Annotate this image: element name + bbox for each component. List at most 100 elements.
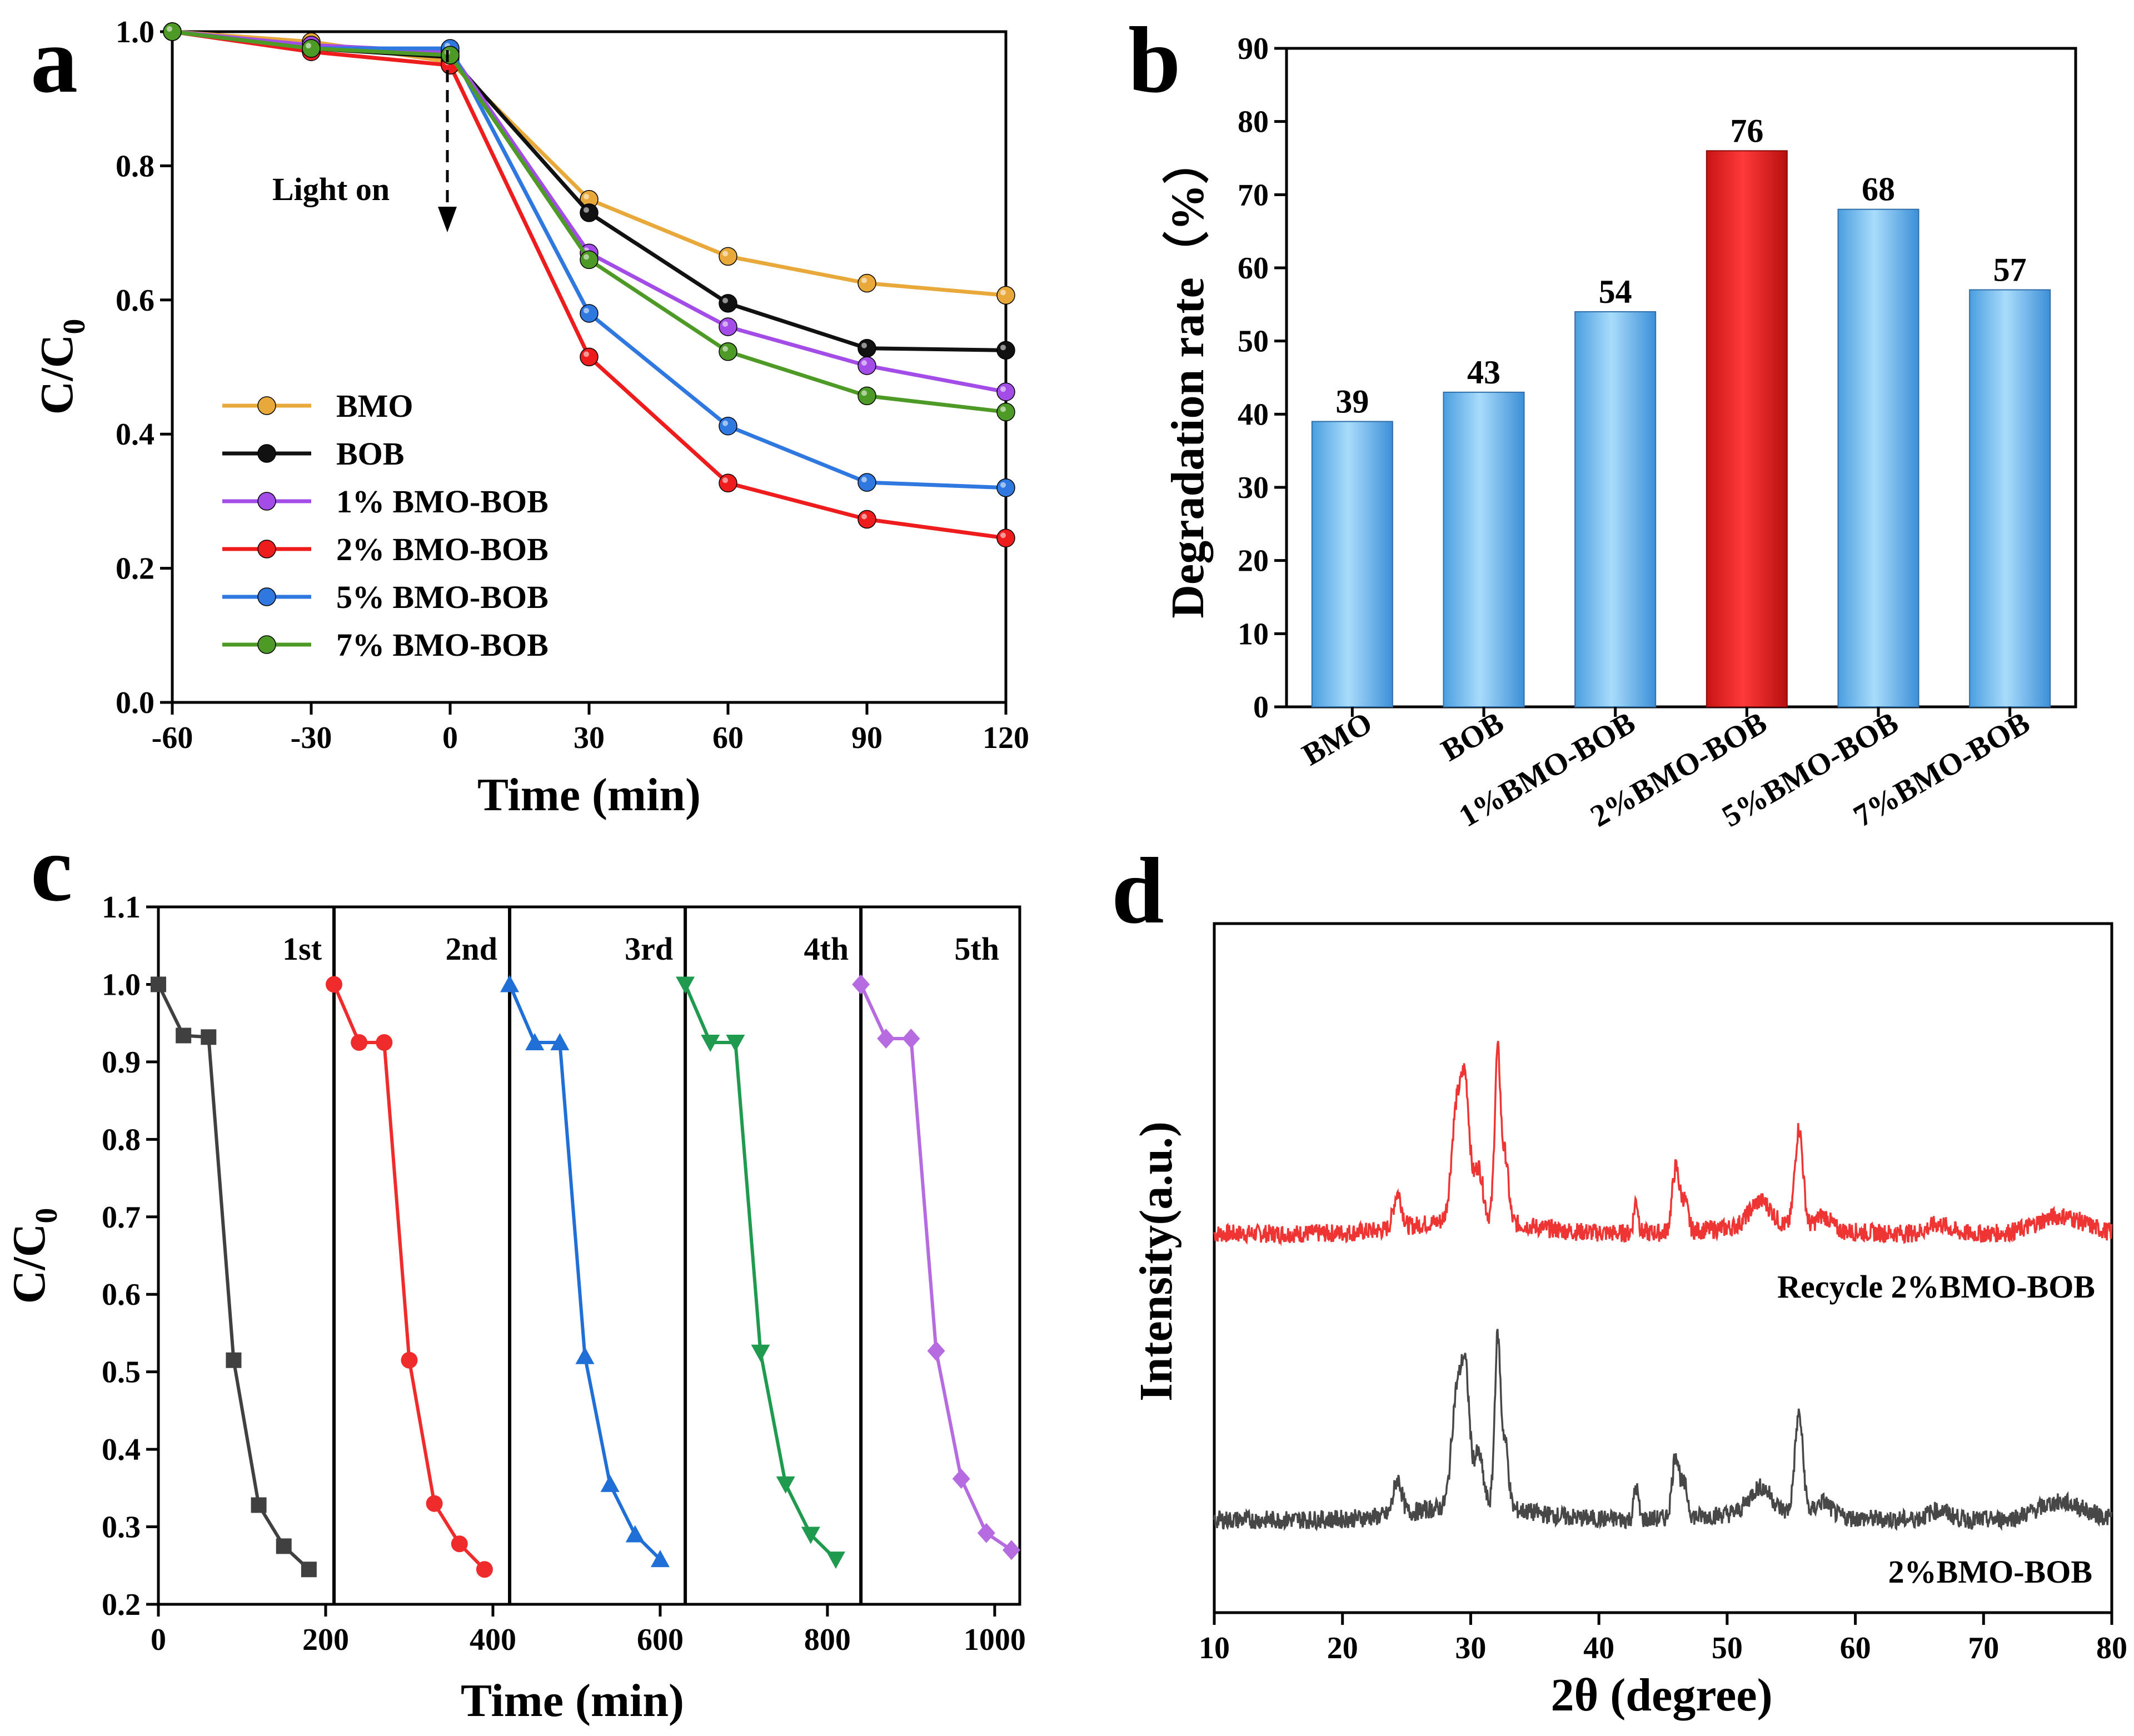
y-tick-label: 60 <box>1238 251 1269 286</box>
panel-b-y-axis: 0 10 20 30 40 50 60 70 80 90 <box>1238 32 1287 725</box>
xrd-label-recycle: Recycle 2%BMO-BOB <box>1777 1269 2095 1305</box>
cycle-label-4th: 4th <box>804 931 849 967</box>
data-point-highlight <box>722 321 728 327</box>
data-point <box>996 341 1015 360</box>
data-point <box>726 1035 745 1052</box>
y-tick-label: 0.6 <box>116 283 154 318</box>
cycle-1st <box>151 976 317 1578</box>
legend-item-1pct-bmo-bob: 1% BMO-BOB <box>222 483 549 520</box>
data-point-highlight <box>584 351 589 357</box>
panel-b-bars: 39 43 54 76 68 57 <box>1311 112 2051 708</box>
panel-a-y-axis: 0.0 0.2 0.4 0.6 0.8 1.0 <box>116 15 172 720</box>
data-point <box>441 46 460 64</box>
x-tick-label: 120 <box>983 721 1029 755</box>
data-point-highlight <box>722 297 728 303</box>
cycle-label-5th: 5th <box>954 931 999 967</box>
panel-c-x-label: Time (min) <box>461 1675 684 1727</box>
data-point-highlight <box>1000 406 1006 412</box>
panel-d-y-label: Intensity(a.u.) <box>1130 1121 1182 1401</box>
panel-a-line-chart: a 0.0 0.2 0.4 0.6 0.8 1.0 -60 -30 0 30 60 90 120 Li… <box>31 8 1029 821</box>
x-tick-label: 80 <box>2096 1631 2127 1665</box>
data-point-highlight <box>306 43 311 49</box>
data-point <box>600 1474 620 1492</box>
x-tick-label: 60 <box>712 721 744 755</box>
data-point <box>996 478 1015 497</box>
data-point-highlight <box>861 277 867 283</box>
panel-c-y-axis: 0.2 0.3 0.4 0.5 0.6 0.7 0.8 0.9 1.0 1.1 <box>102 890 158 1622</box>
x-tick-label: 30 <box>574 721 605 755</box>
data-point <box>857 386 876 406</box>
xrd-label-fresh: 2%BMO-BOB <box>1888 1554 2092 1590</box>
data-point-highlight <box>861 342 867 348</box>
legend-label: 7% BMO-BOB <box>336 627 549 663</box>
data-point <box>996 382 1015 401</box>
legend-marker <box>257 587 276 606</box>
legend-label: BOB <box>336 436 405 472</box>
y-tick-label: 0.2 <box>116 552 154 586</box>
y-tick-label: 80 <box>1238 105 1269 139</box>
data-point <box>500 975 520 992</box>
legend-marker <box>257 396 276 415</box>
y-tick-label: 30 <box>1238 471 1269 505</box>
data-point <box>676 976 695 994</box>
x-tick-label: 800 <box>804 1623 851 1657</box>
x-tick-label: 0 <box>442 721 458 755</box>
panel-d-x-label: 2θ (degree) <box>1550 1669 1772 1721</box>
bar-value-label: 68 <box>1862 171 1895 208</box>
data-point <box>625 1525 645 1543</box>
data-point <box>302 39 321 58</box>
data-point <box>151 976 166 992</box>
data-point <box>977 1523 995 1543</box>
legend-label: 2% BMO-BOB <box>336 531 549 567</box>
x-tick-label: 30 <box>1455 1631 1486 1665</box>
data-point-highlight <box>584 193 589 199</box>
panel-c-cycle-labels: 1st 2nd 3rd 4th 5th <box>282 931 999 967</box>
data-point <box>996 286 1015 305</box>
data-point <box>476 1561 493 1578</box>
data-point <box>580 203 599 222</box>
x-tick-label: 200 <box>302 1623 349 1657</box>
data-point <box>276 1538 292 1554</box>
data-point-highlight <box>1000 386 1006 392</box>
data-point <box>525 1033 545 1051</box>
data-point-highlight <box>861 390 867 396</box>
data-point <box>877 1029 895 1049</box>
y-tick-label: 0 <box>1253 690 1269 725</box>
y-tick-label: 0.7 <box>102 1200 141 1235</box>
legend-item-bmo: BMO <box>222 388 413 424</box>
y-tick-label: 0.4 <box>102 1433 141 1467</box>
panel-c-series <box>151 974 1020 1578</box>
y-tick-label: 0.8 <box>102 1123 141 1157</box>
data-point <box>857 338 876 358</box>
cycle-label-2nd: 2nd <box>446 931 498 967</box>
data-point <box>902 1029 920 1049</box>
panel-a-y-label: C/C0 <box>31 319 92 415</box>
data-point <box>719 342 737 361</box>
data-point-highlight <box>722 346 728 352</box>
legend-marker <box>257 444 276 463</box>
y-tick-label: 1.1 <box>102 890 141 925</box>
y-tick-label: 70 <box>1238 178 1269 212</box>
data-point <box>776 1476 795 1494</box>
data-point <box>1003 1540 1020 1560</box>
panel-b-frame <box>1285 47 2077 709</box>
x-tick-label: 20 <box>1327 1631 1358 1665</box>
data-point-highlight <box>1000 290 1006 296</box>
data-point <box>176 1027 192 1044</box>
data-point <box>451 1535 468 1553</box>
bar-bmo <box>1311 421 1393 707</box>
data-point <box>719 473 737 493</box>
cycle-3rd <box>500 975 670 1568</box>
svg-text:Degradation rate（%）: Degradation rate（%） <box>1162 137 1214 618</box>
legend-item-5pct-bmo-bob: 5% BMO-BOB <box>222 579 549 615</box>
data-point <box>857 473 876 492</box>
xrd-trace-fresh <box>1213 1329 2113 1532</box>
y-tick-label: 0.3 <box>102 1510 141 1545</box>
data-point <box>826 1552 845 1569</box>
data-point <box>857 273 876 293</box>
data-point-highlight <box>861 477 867 483</box>
panel-b-letter: b <box>1128 8 1181 112</box>
data-point <box>351 1034 368 1051</box>
data-point-highlight <box>1000 345 1006 351</box>
bar-1pctbmo-bob <box>1574 311 1657 707</box>
